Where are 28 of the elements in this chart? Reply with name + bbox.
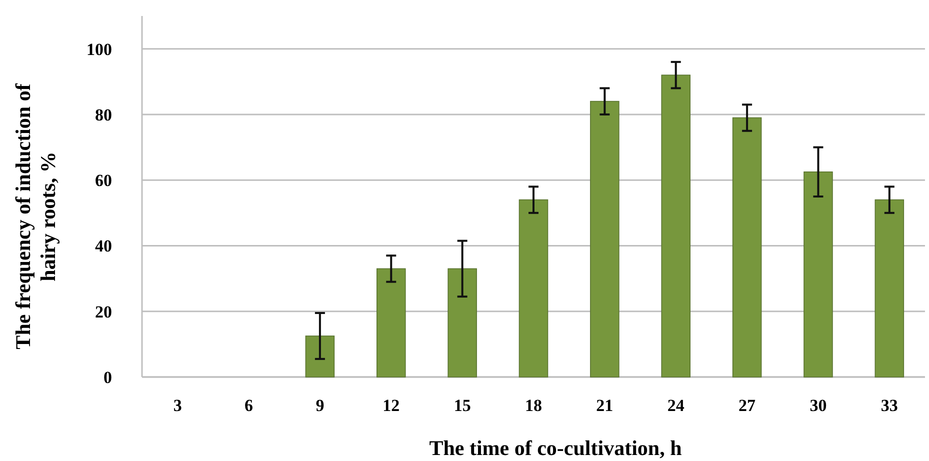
x-axis-title: The time of co-cultivation, h — [429, 436, 682, 460]
y-tick-label: 0 — [104, 368, 112, 387]
x-tick-label: 3 — [173, 396, 182, 415]
y-tick-label: 20 — [95, 302, 112, 322]
y-tick-label: 80 — [95, 105, 112, 124]
x-tick-label: 33 — [880, 396, 898, 415]
x-tick-label: 12 — [382, 396, 400, 415]
x-tick-label: 27 — [738, 396, 756, 415]
bar — [448, 268, 477, 378]
bar — [804, 171, 833, 378]
bar — [590, 100, 620, 378]
y-tick-label: 40 — [95, 236, 112, 256]
bar — [518, 199, 548, 378]
bar — [661, 74, 690, 378]
bar — [305, 336, 335, 378]
bar — [874, 199, 904, 378]
x-tick-label: 15 — [454, 396, 471, 415]
x-tick-label: 30 — [810, 396, 827, 415]
y-tick-label: 60 — [95, 171, 112, 190]
x-tick-label: 9 — [316, 396, 324, 415]
y-axis-title: The frequency of induction of hairy roots, % — [11, 82, 60, 350]
x-tick-label: 24 — [667, 396, 685, 415]
x-tick-label: 21 — [596, 396, 614, 415]
x-tick-label: 6 — [244, 396, 254, 415]
bar — [732, 117, 762, 378]
y-tick-label: 100 — [86, 40, 112, 59]
bar — [376, 268, 406, 378]
x-tick-label: 18 — [525, 396, 542, 415]
